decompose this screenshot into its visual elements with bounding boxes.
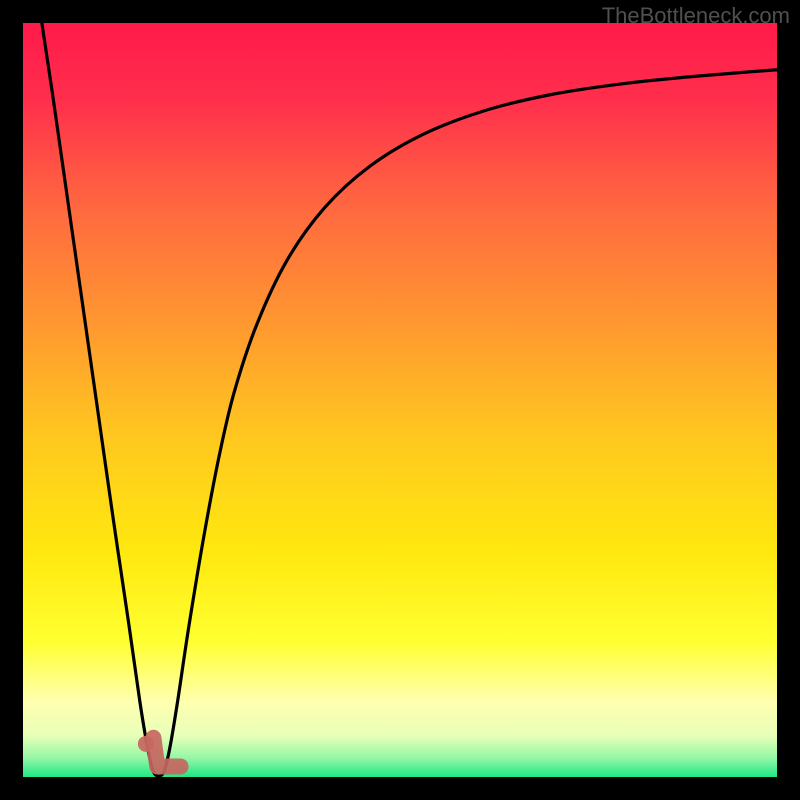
gradient-curve-chart — [0, 0, 800, 800]
chart-container: TheBottleneck.com — [0, 0, 800, 800]
watermark-text: TheBottleneck.com — [602, 3, 790, 29]
